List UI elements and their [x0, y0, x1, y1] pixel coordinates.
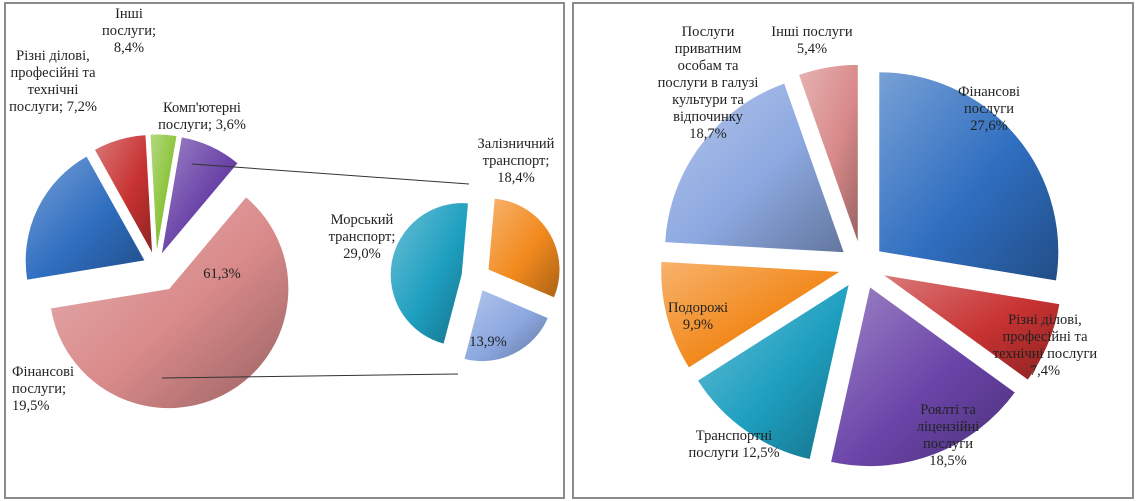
label-sea: Морський транспорт; 29,0%	[324, 212, 400, 263]
label-other-left: Інші послуги; 8,4%	[102, 6, 156, 57]
label-other-right: Інші послуги 5,4%	[760, 24, 864, 58]
right-chart-panel: Фінансові послуги 27,6% Різні ділові, пр…	[572, 2, 1134, 499]
secondary-pie-slice-2	[390, 203, 468, 345]
label-travel: Подорожі 9,9%	[658, 300, 738, 334]
secondary-pie-slice-0	[488, 198, 560, 298]
label-rail: Залізничний транспорт; 18,4%	[470, 136, 562, 187]
label-royalty: Роялті та ліцензійні послуги 18,5%	[908, 402, 988, 470]
left-chart-panel: Комп'ютерні послуги; 3,6% 61,3% Фінансов…	[4, 2, 565, 499]
label-business-left: Різні ділові, професійні та технічні пос…	[8, 48, 98, 116]
label-business-right: Різні ділові, професійні та технічні пос…	[986, 312, 1104, 380]
label-finance-left: Фінансові послуги; 19,5%	[12, 364, 100, 415]
label-personal-services: Послуги приватним особам та послуги в га…	[654, 24, 762, 143]
value-it-services: 61,3%	[194, 266, 250, 283]
label-finance-right: Фінансові послуги 27,6%	[950, 84, 1028, 135]
label-it-services: Комп'ютерні послуги; 3,6%	[146, 100, 258, 134]
connector-line-0	[192, 164, 469, 184]
value-air: 13,9%	[458, 334, 518, 351]
label-transport: Транспортні послуги 12,5%	[674, 428, 794, 462]
